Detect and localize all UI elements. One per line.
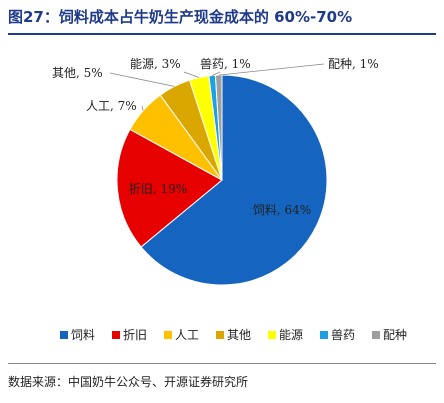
pie-slices	[116, 74, 328, 286]
legend-label-2: 折旧	[123, 327, 147, 342]
slice-label-6: 兽药, 1%	[200, 57, 251, 71]
slice-labels: 饲料, 64% 折旧, 19% 人工, 7% 其他, 5% 能源, 3% 兽药, 1% 配种…	[52, 57, 379, 217]
pie-slice-1	[140, 74, 328, 286]
slice-label-4: 其他, 5%	[52, 66, 103, 80]
legend-label-1: 饲料	[71, 328, 95, 342]
pie-slice-2	[116, 128, 223, 248]
legend-swatch-5	[268, 331, 276, 339]
legend-swatch-4	[216, 331, 224, 339]
legend-label-3: 人工	[175, 328, 199, 342]
chart-title: 图27：饲料成本占牛奶生产现金成本的 60%-70%	[8, 8, 353, 26]
legend-swatch-7	[372, 331, 380, 339]
title-underline	[8, 33, 436, 35]
leader-line-5	[183, 71, 200, 78]
legend: 饲料 折旧 人工 其他 能源 兽药 配种	[60, 327, 407, 342]
legend-swatch-3	[164, 331, 172, 339]
legend-label-4: 其他	[227, 328, 251, 342]
slice-label-2: 折旧, 19%	[129, 181, 187, 196]
slice-label-1: 饲料, 64%	[253, 203, 311, 217]
legend-swatch-2	[112, 331, 120, 339]
legend-label-6: 兽药	[331, 328, 355, 342]
leader-line-6	[211, 71, 221, 76]
leader-line-7	[218, 63, 325, 76]
slice-label-7: 配种, 1%	[328, 57, 379, 71]
slice-label-3: 人工, 7%	[86, 99, 137, 113]
leader-line-4	[109, 72, 175, 87]
legend-label-7: 配种	[383, 328, 407, 342]
leader-line-3	[141, 105, 144, 111]
legend-label-5: 能源	[279, 328, 303, 342]
data-source: 数据来源：中国奶牛公众号、开源证券研究所	[8, 375, 249, 389]
slice-label-5: 能源, 3%	[130, 57, 181, 71]
legend-swatch-1	[60, 331, 68, 339]
footer-divider	[8, 363, 436, 364]
legend-swatch-6	[320, 331, 328, 339]
